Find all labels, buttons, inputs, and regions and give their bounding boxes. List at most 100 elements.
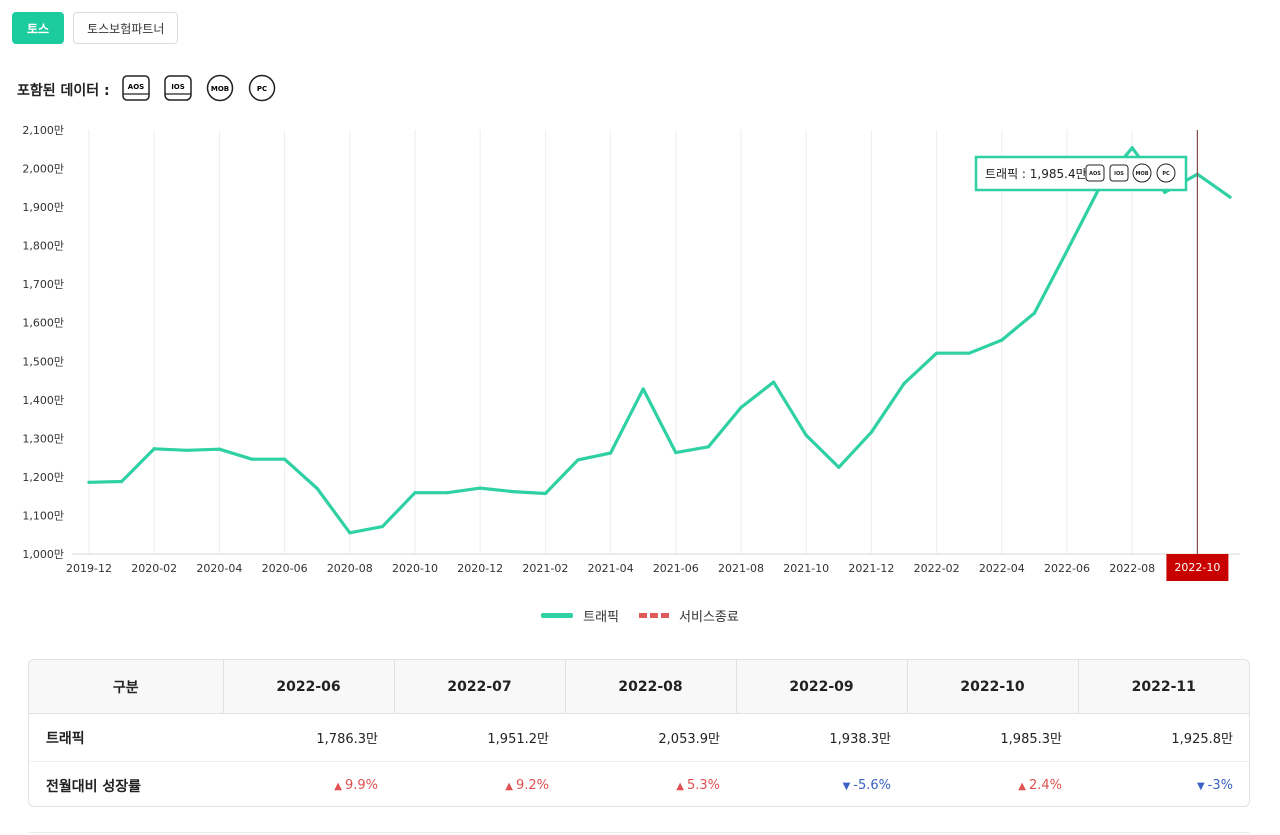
traffic-data-point: [152, 447, 156, 451]
traffic-data-point: [1130, 146, 1134, 150]
mob-icon: MOB: [206, 74, 234, 106]
y-tick-label: 1,800만: [22, 240, 64, 253]
y-tick-label: 1,900만: [22, 201, 64, 214]
traffic-data-point: [772, 380, 776, 384]
up-triangle-icon: ▲: [1018, 781, 1026, 792]
table-cell: 1,985.3만: [907, 713, 1078, 762]
table-col-header: 2022-11: [1078, 660, 1249, 714]
traffic-data-point: [315, 486, 319, 491]
table-cell: 1,938.3만: [736, 713, 907, 762]
ios-icon: IOS: [163, 75, 192, 105]
legend-service-end-label[interactable]: 서비스종료: [679, 610, 739, 625]
y-tick-label: 1,200만: [22, 471, 64, 484]
down-triangle-icon: ▼: [842, 781, 851, 792]
x-tick-label: 2021-10: [783, 562, 829, 575]
included-data-label: 포함된 데이터 :: [17, 83, 110, 99]
traffic-data-point: [511, 489, 515, 494]
table-col-header: 2022-06: [223, 660, 395, 714]
traffic-data-point: [478, 486, 482, 490]
row-label: 트래픽: [29, 713, 223, 762]
traffic-line-chart: 1,000만 1,100만 1,200만 1,300만 1,400만 1,500만 1,60…: [22, 124, 1240, 581]
growth-cell: ▲ 9.2%: [505, 778, 549, 793]
down-triangle-icon: ▼: [1196, 781, 1205, 792]
x-tick-label: 2020-02: [131, 562, 177, 575]
x-tick-label: 2019-12: [66, 562, 112, 575]
traffic-data-point: [1065, 249, 1069, 253]
table-row-growth: 전월대비 성장률 ▲ 9.9% ▲ 9.2% ▲ 5.3% ▼ -5.6% ▲ 2.4% …: [29, 762, 1249, 807]
y-tick-label: 1,600만: [22, 317, 64, 330]
legend-traffic-label[interactable]: 트래픽: [583, 610, 620, 625]
legend-traffic-swatch: [541, 613, 574, 618]
aos-icon: [1085, 164, 1105, 182]
traffic-data-point: [837, 465, 841, 469]
y-tick-label: 1,000만: [22, 548, 64, 561]
x-tick-label: 2020-12: [457, 562, 503, 575]
y-tick-label: 1,300만: [22, 432, 64, 445]
growth-cell: ▲ 5.3%: [676, 778, 720, 793]
table-cell: 1,951.2만: [394, 713, 565, 762]
traffic-data-point: [120, 479, 124, 484]
traffic-data-point: [609, 451, 613, 455]
up-triangle-icon: ▲: [505, 781, 513, 792]
traffic-series-line: [87, 146, 1232, 535]
x-tick-label: 2020-06: [262, 562, 308, 575]
y-tick-label: 2,100만: [22, 124, 64, 137]
table-row-traffic: 트래픽 1,786.3만 1,951.2만 2,053.9만 1,938.3만 …: [29, 713, 1249, 762]
traffic-data-point: [739, 405, 743, 410]
aos-icon: AOS: [121, 75, 150, 105]
x-tick-label: 2020-10: [392, 562, 438, 575]
traffic-data-point: [250, 457, 254, 461]
traffic-data-point: [543, 491, 548, 496]
table-cell: 2,053.9만: [565, 713, 736, 762]
growth-cell: ▲ 2.4%: [1018, 778, 1062, 793]
y-tick-label: 1,500만: [22, 355, 64, 368]
x-tick-label: 2022-02: [914, 562, 960, 575]
monthly-table: 구분 2022-06 2022-07 2022-08 2022-09 2022-…: [28, 659, 1250, 807]
traffic-data-point: [674, 451, 678, 455]
chart-legend: 트래픽 서비스종료: [0, 606, 1280, 625]
traffic-data-point: [87, 480, 91, 484]
traffic-data-point: [217, 447, 221, 451]
traffic-data-point: [706, 445, 711, 449]
traffic-data-point: [1163, 190, 1167, 194]
ios-icon: [1109, 164, 1129, 182]
x-tick-label: 2021-08: [718, 562, 764, 575]
service-end-tick-bg: [1166, 554, 1229, 581]
tab-bar: 토스 토스보험파트너: [12, 12, 179, 44]
x-tick-label: 2022-04: [979, 562, 1025, 575]
tab-toss-insurance-partner[interactable]: 토스보험파트너: [73, 12, 179, 44]
growth-cell: ▼ -3%: [1196, 778, 1233, 793]
traffic-data-point: [283, 457, 287, 461]
traffic-data-point: [348, 531, 352, 535]
pc-icon: [1156, 163, 1176, 183]
table-corner-header: 구분: [29, 660, 224, 714]
x-tick-label: 2022-08: [1109, 562, 1155, 575]
traffic-data-point: [804, 433, 808, 437]
traffic-data-point: [967, 351, 971, 355]
svg-text:IOS: IOS: [171, 83, 185, 91]
traffic-data-point: [413, 491, 417, 495]
x-tick-label: 2021-12: [848, 562, 894, 575]
bottom-divider: [28, 832, 1250, 833]
up-triangle-icon: ▲: [676, 781, 684, 792]
traffic-data-point: [446, 491, 450, 495]
traffic-data-point: [185, 448, 189, 452]
x-tick-label: 2020-08: [327, 562, 373, 575]
tooltip-label: 트래픽 : 1,985.4만: [985, 167, 1087, 181]
growth-cell: ▲ 9.9%: [334, 778, 378, 793]
traffic-data-point: [869, 430, 874, 434]
y-tick-label: 1,700만: [22, 278, 64, 291]
traffic-data-point: [1032, 311, 1036, 315]
table-col-header: 2022-08: [565, 660, 737, 714]
mob-icon-text: MOB: [1135, 171, 1148, 177]
x-tick-label: 2021-04: [588, 562, 634, 575]
row-label: 전월대비 성장률: [46, 778, 142, 795]
pc-icon-text: PC: [1162, 171, 1170, 177]
table-col-header: 2022-09: [736, 660, 908, 714]
table-col-header: 2022-07: [394, 660, 566, 714]
legend-service-end-swatch: [639, 613, 670, 618]
x-tick-label: 2022-06: [1044, 562, 1090, 575]
tab-toss[interactable]: 토스: [12, 12, 65, 44]
svg-text:PC: PC: [257, 85, 267, 93]
included-data: 포함된 데이터 : AOS IOS MOB PC: [17, 74, 290, 106]
